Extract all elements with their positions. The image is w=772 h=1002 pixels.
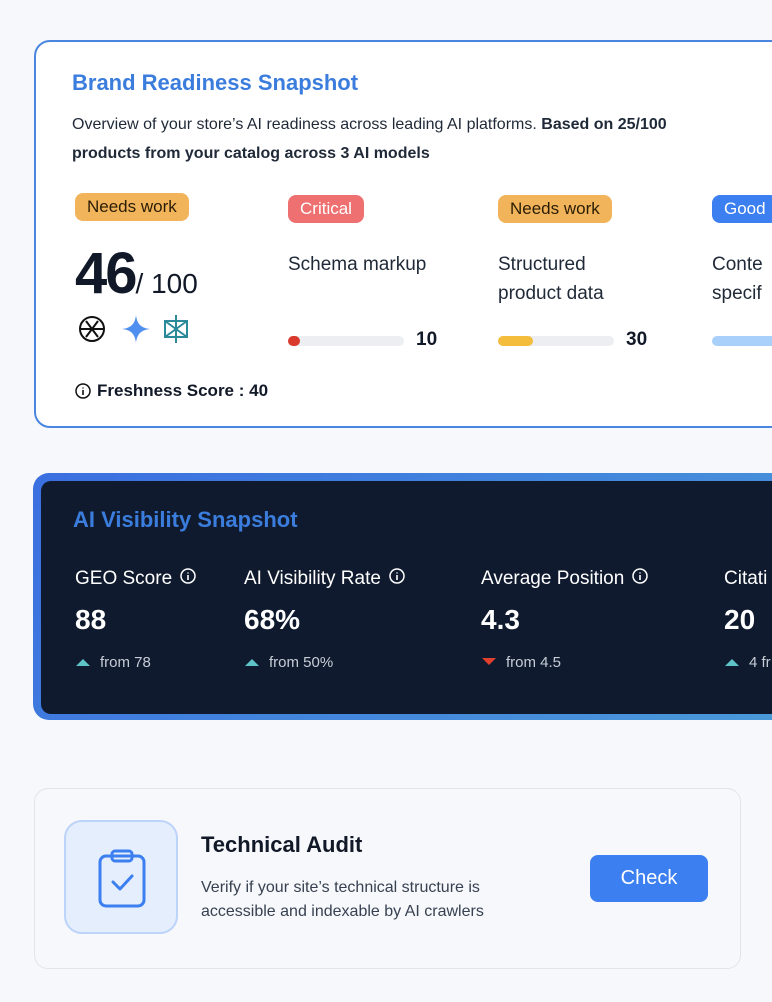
trend-arrow — [725, 659, 739, 666]
card-body — [41, 481, 772, 714]
description-text: Overview of your store’s AI readiness ac… — [72, 116, 537, 133]
metric-label: Citati — [724, 568, 767, 590]
ai-visibility-card — [33, 473, 772, 720]
label-text: Average Position — [481, 568, 625, 589]
trend-arrow — [482, 658, 496, 665]
audit-icon-box — [64, 820, 178, 934]
metric-label: Schema markup — [288, 254, 427, 275]
status-badge: Needs work — [75, 193, 189, 221]
check-button[interactable]: Check — [590, 855, 708, 902]
metric-value: 20 — [724, 604, 756, 635]
ai-model-icons — [79, 315, 188, 343]
status-badge: Needs work — [498, 195, 612, 223]
metric-value: 68% — [244, 604, 301, 635]
status-badge: Good — [712, 195, 772, 223]
score-max: / 100 — [135, 268, 198, 299]
progress-track — [712, 336, 772, 346]
chatgpt-icon — [79, 316, 105, 342]
change-text: from 4.5 — [506, 654, 562, 671]
metric-label: GEO Score — [75, 568, 196, 590]
brand-readiness-card — [34, 40, 772, 428]
freshness-score: Freshness Score : 40 — [97, 381, 269, 400]
metric-change: from 78 — [75, 654, 151, 671]
overall-score: 46/ 100 — [75, 240, 198, 307]
status-badge: Critical — [288, 195, 364, 223]
info-icon — [75, 383, 91, 399]
progress-fill — [498, 336, 533, 346]
score: 46 — [75, 241, 137, 306]
change-text: from 50% — [269, 654, 334, 671]
trend-arrow — [245, 659, 259, 666]
label-text: AI Visibility Rate — [244, 568, 381, 589]
metric-label: Conte specif — [712, 254, 763, 304]
section-title: Brand Readiness Snapshot — [72, 70, 359, 95]
trend-arrow — [76, 659, 90, 666]
metric-label: Average Position — [481, 568, 649, 590]
audit-title: Technical Audit — [201, 832, 363, 857]
metric-label: AI Visibility Rate — [244, 568, 405, 590]
metric-label: Structured product data — [498, 254, 604, 304]
metric-value: 10 — [416, 329, 438, 350]
progress-fill — [288, 336, 300, 346]
metric-change: 4 fr — [724, 654, 771, 671]
perplexity-icon — [164, 315, 188, 343]
metric-value: 88 — [75, 604, 107, 635]
section-title: AI Visibility Snapshot — [73, 507, 298, 532]
progress-track — [498, 336, 614, 346]
info-icon — [389, 568, 405, 584]
metric-value: 4.3 — [481, 604, 520, 635]
change-text: from 78 — [100, 654, 151, 671]
metric-value: 30 — [626, 329, 648, 350]
progress-track — [288, 336, 404, 346]
audit-description: Verify if your site’s technical structur… — [201, 879, 484, 920]
label-text: GEO Score — [75, 568, 173, 589]
freshness: Freshness Score : 40 — [75, 381, 268, 401]
metric-change: from 4.5 — [481, 654, 561, 671]
description: Overview of your store’s AI readiness ac… — [72, 110, 712, 168]
metric-change: from 50% — [244, 654, 333, 671]
description-bold: Based on 25/100 products from your catal… — [72, 116, 667, 162]
info-icon — [632, 568, 649, 584]
label-text: Citati — [724, 568, 768, 589]
gemini-icon — [122, 315, 150, 343]
info-icon — [180, 568, 196, 584]
clipboard-icon — [98, 849, 146, 908]
change-text: 4 fr — [749, 654, 771, 671]
